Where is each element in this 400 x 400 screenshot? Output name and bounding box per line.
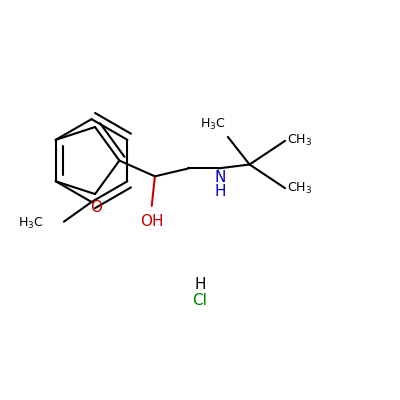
Text: H$_3$C: H$_3$C: [200, 117, 226, 132]
Text: OH: OH: [140, 214, 164, 229]
Text: Cl: Cl: [192, 293, 208, 308]
Text: CH$_3$: CH$_3$: [287, 133, 312, 148]
Text: O: O: [90, 200, 102, 215]
Text: N
H: N H: [214, 170, 226, 199]
Text: H$_3$C: H$_3$C: [18, 216, 44, 231]
Text: H: H: [194, 277, 206, 292]
Text: CH$_3$: CH$_3$: [287, 181, 312, 196]
